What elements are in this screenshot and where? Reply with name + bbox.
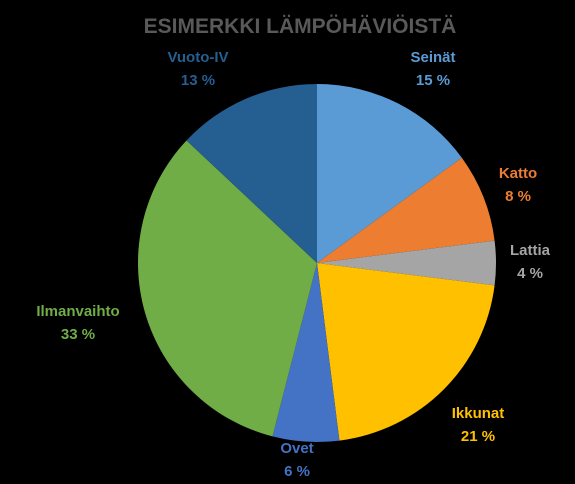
slice-label-value: 4 % [517,265,543,282]
pie-slice-katto [317,157,495,263]
slice-label-name: Katto [499,165,537,182]
slice-label-name: Ilmanvaihto [36,303,119,320]
slice-label-value: 21 % [461,428,495,445]
slice-label-name: Seinät [410,49,455,66]
slice-label-value: 6 % [284,463,310,480]
slice-label-name: Ikkunat [452,405,505,422]
pie-slice-sein-t [317,84,462,263]
pie-slices [137,84,497,443]
slice-label-value: 13 % [181,72,215,89]
pie-slice-ovet [272,263,340,443]
slice-label-value: 8 % [505,188,531,205]
pie-slice-ikkunat [317,263,495,441]
slice-label-value: 15 % [416,72,450,89]
slice-label-value: 33 % [61,326,95,343]
slice-label-name: Ovet [280,440,313,457]
pie-slice-lattia [317,240,497,286]
slice-label-name: Lattia [510,242,551,259]
pie-slice-vuoto-iv [186,84,317,263]
slice-label-name: Vuoto-IV [167,49,228,66]
chart-title: ESIMERKKI LÄMPÖHÄVIÖISTÄ [144,15,457,38]
slice-labels: Seinät 15 % Katto 8 % Lattia 4 % Ikkunat 21 % Ov… [36,49,550,480]
pie-slice-ilmanvaihto [137,140,317,437]
